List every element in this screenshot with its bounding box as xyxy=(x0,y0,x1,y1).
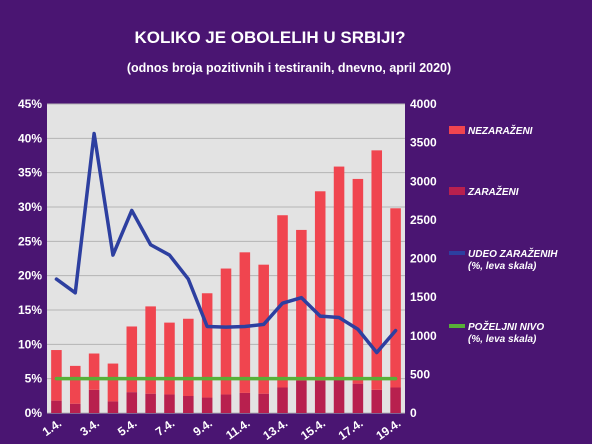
bar-zarazeni xyxy=(333,379,345,413)
bar-zarazeni xyxy=(258,393,269,413)
x-tick-label: 3.4. xyxy=(77,416,101,439)
y-left-tick-label: 20% xyxy=(18,269,42,283)
bar-nezarazeni xyxy=(69,365,81,404)
bar-nezarazeni xyxy=(126,326,138,393)
y-right-tick-label: 2500 xyxy=(410,213,437,227)
bar-nezarazeni xyxy=(371,150,383,390)
legend-label: NEZARAŽENI xyxy=(468,124,533,137)
chart-subtitle: (odnos broja pozitivnih i testiranih, dn… xyxy=(127,61,451,75)
bar-zarazeni xyxy=(107,401,119,413)
y-right-tick-label: 4000 xyxy=(410,97,437,111)
y-left-tick-label: 30% xyxy=(18,200,42,214)
x-tick-label: 5.4. xyxy=(115,416,139,439)
y-left-tick-label: 35% xyxy=(18,166,42,180)
bar-nezarazeni xyxy=(314,191,326,381)
legend-label: POŽELJNI NIVO xyxy=(468,320,544,333)
legend-label-note: (%, leva skala) xyxy=(468,334,537,345)
bar-nezarazeni xyxy=(201,293,213,398)
bar-zarazeni xyxy=(220,394,232,413)
bar-zarazeni xyxy=(371,389,383,413)
y-right-tick-label: 1000 xyxy=(410,329,437,343)
y-right-tick-label: 2000 xyxy=(410,252,437,266)
bar-zarazeni xyxy=(88,389,100,413)
bar-nezarazeni xyxy=(51,350,62,401)
x-tick-label: 17.4. xyxy=(336,416,366,443)
bar-nezarazeni xyxy=(88,353,100,390)
bar-zarazeni xyxy=(145,393,156,413)
legend-label: ZARAŽENI xyxy=(467,185,519,198)
x-tick-label: 15.4. xyxy=(298,416,328,443)
x-tick-label: 13.4. xyxy=(260,416,290,443)
y-left-tick-label: 40% xyxy=(18,131,42,145)
bar-zarazeni xyxy=(314,380,326,413)
bar-nezarazeni xyxy=(258,264,269,394)
bar-zarazeni xyxy=(164,394,175,413)
bar-zarazeni xyxy=(51,400,62,413)
y-right-tick-label: 0 xyxy=(410,406,417,420)
bar-nezarazeni xyxy=(107,363,119,402)
y-left-tick-label: 10% xyxy=(18,337,42,351)
bar-zarazeni xyxy=(69,403,81,413)
x-tick-label: 1.4. xyxy=(40,416,64,439)
bar-zarazeni xyxy=(296,380,307,413)
y-left-tick-label: 15% xyxy=(18,303,42,317)
y-left-tick-label: 45% xyxy=(18,97,42,111)
y-right-tick-label: 3000 xyxy=(410,174,437,188)
bar-nezarazeni xyxy=(390,208,401,388)
series-lines xyxy=(54,131,398,381)
bar-nezarazeni xyxy=(164,322,175,395)
bar-zarazeni xyxy=(390,387,401,413)
legend-swatch xyxy=(449,126,465,134)
x-tick-label: 7.4. xyxy=(153,416,177,439)
bar-zarazeni xyxy=(239,392,251,413)
bar-zarazeni xyxy=(201,397,213,413)
legend-label-note: (%, leva skala) xyxy=(468,261,537,272)
y-right-tick-label: 3500 xyxy=(410,136,437,150)
x-tick-label: 19.4. xyxy=(373,416,403,443)
bar-zarazeni xyxy=(183,396,194,413)
bar-nezarazeni xyxy=(183,318,194,397)
y-left-tick-label: 25% xyxy=(18,234,42,248)
bar-zarazeni xyxy=(126,392,138,413)
y-right-tick-label: 1500 xyxy=(410,290,437,304)
bar-nezarazeni xyxy=(296,229,307,381)
bar-zarazeni xyxy=(352,383,364,413)
legend-swatch xyxy=(449,187,465,195)
y-left-tick-label: 5% xyxy=(25,372,43,386)
line-udeo-zarazenih xyxy=(54,131,398,355)
bar-nezarazeni xyxy=(333,166,345,380)
y-right-tick-label: 500 xyxy=(410,367,430,381)
bar-nezarazeni xyxy=(352,178,364,384)
bar-nezarazeni xyxy=(145,306,156,394)
x-tick-label: 11.4. xyxy=(223,416,252,442)
bar-nezarazeni xyxy=(239,252,251,393)
y-left-tick-label: 0% xyxy=(25,406,43,420)
chart-title: KOLIKO JE OBOLELIH U SRBIJI? xyxy=(134,28,405,47)
legend-label: UDEO ZARAŽENIH xyxy=(468,247,558,260)
bar-zarazeni xyxy=(277,387,288,413)
x-tick-label: 9.4. xyxy=(190,416,214,439)
bar-nezarazeni xyxy=(220,268,232,395)
